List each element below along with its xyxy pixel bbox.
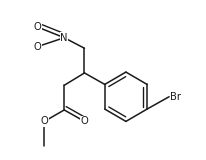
Text: O: O bbox=[40, 116, 48, 126]
Text: Br: Br bbox=[170, 92, 181, 102]
Text: O: O bbox=[34, 22, 42, 32]
Text: O: O bbox=[34, 41, 42, 52]
Text: N: N bbox=[61, 33, 68, 43]
Text: O: O bbox=[81, 116, 88, 126]
